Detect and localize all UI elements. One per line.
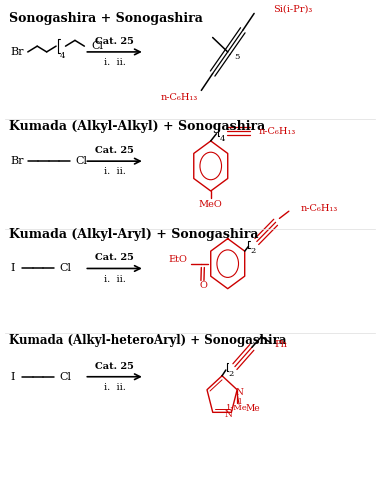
Text: 1: 1 (237, 398, 241, 406)
Text: Si(i-Pr)₃: Si(i-Pr)₃ (273, 4, 312, 13)
Text: N: N (225, 410, 232, 419)
Text: Br: Br (11, 47, 24, 57)
Text: Kumada (Alkyl-Aryl) + Sonogashira: Kumada (Alkyl-Aryl) + Sonogashira (9, 228, 258, 242)
Text: Cl: Cl (60, 263, 71, 273)
Text: n-C₆H₁₃: n-C₆H₁₃ (160, 93, 198, 102)
Text: Cat. 25: Cat. 25 (95, 37, 134, 46)
Text: i.  ii.: i. ii. (104, 58, 125, 67)
Text: O: O (199, 281, 207, 290)
Text: 2: 2 (228, 370, 234, 378)
Text: 4: 4 (60, 52, 65, 60)
Text: 5: 5 (234, 53, 240, 60)
Text: N: N (235, 388, 243, 397)
Text: Kumada (Alkyl-Alkyl) + Sonogashira: Kumada (Alkyl-Alkyl) + Sonogashira (9, 120, 265, 133)
Text: Cl: Cl (91, 41, 103, 51)
Text: i.  ii.: i. ii. (104, 383, 125, 392)
Text: Cat. 25: Cat. 25 (95, 146, 134, 155)
Text: n-C₆H₁₃: n-C₆H₁₃ (300, 204, 337, 213)
Text: n-C₆H₁₃: n-C₆H₁₃ (259, 127, 296, 136)
Text: I: I (11, 263, 15, 273)
Text: EtO: EtO (168, 255, 187, 264)
Text: 4: 4 (220, 136, 225, 143)
Text: MeO: MeO (199, 200, 223, 209)
Text: Ph: Ph (274, 340, 287, 349)
Text: Kumada (Alkyl-heteroAryl) + Sonogashira: Kumada (Alkyl-heteroAryl) + Sonogashira (9, 334, 287, 347)
Text: I: I (11, 372, 15, 382)
Text: Cat. 25: Cat. 25 (95, 254, 134, 262)
Text: Me: Me (245, 404, 260, 412)
Text: Cl: Cl (76, 156, 88, 166)
Text: i.  ii.: i. ii. (104, 167, 125, 176)
Text: 2: 2 (250, 247, 256, 255)
Text: Sonogashira + Sonogashira: Sonogashira + Sonogashira (9, 12, 203, 25)
Text: i.  ii.: i. ii. (104, 274, 125, 284)
Text: Cat. 25: Cat. 25 (95, 362, 134, 371)
Text: 1-Me: 1-Me (226, 404, 248, 412)
Text: Cl: Cl (60, 372, 71, 382)
Text: Br: Br (11, 156, 24, 166)
